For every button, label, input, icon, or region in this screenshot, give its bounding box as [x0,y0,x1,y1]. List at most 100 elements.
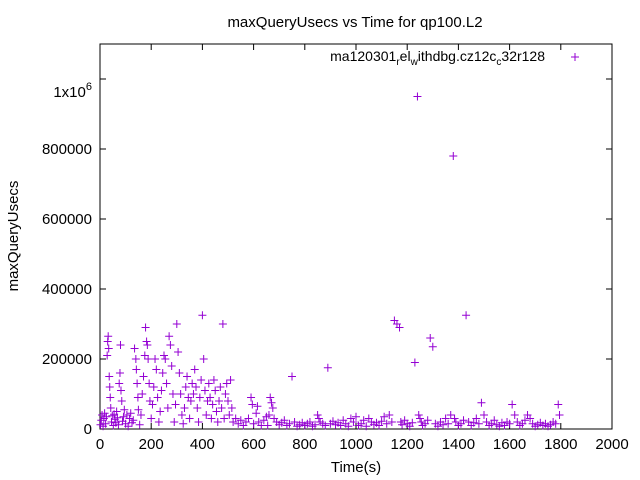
data-point [252,409,261,418]
data-point [450,414,459,423]
data-point [120,405,129,414]
data-point [433,422,442,431]
legend-marker [571,53,579,61]
data-point [398,420,407,429]
data-point [134,405,143,414]
data-point [158,369,167,377]
data-point [188,379,197,388]
plot-frame [99,43,613,430]
data-point [106,404,115,412]
chart-title: maxQueryUsecs vs Time for qp100.L2 [227,14,482,31]
data-point [138,390,147,398]
data-point [105,383,114,391]
data-point [414,411,423,419]
data-point [131,355,140,363]
data-point [192,383,200,391]
data-point [288,372,296,381]
data-point [200,386,209,395]
data-point [194,418,203,426]
data-point [505,419,514,428]
data-point [215,397,224,405]
data-point [290,418,299,426]
data-point [408,418,417,427]
data-point [117,397,126,405]
data-point [314,414,323,423]
data-point [520,416,529,425]
data-point [166,341,175,349]
data-point [115,379,124,388]
data-point [125,414,134,423]
data-point [104,332,113,341]
data-point [156,407,165,416]
data-point [179,419,188,428]
legend-label: ma120301relwithdbg.cz12cc32r128 [330,48,545,68]
data-point [220,414,229,423]
data-point [462,311,471,320]
data-point [105,372,114,381]
data-point [204,379,213,388]
data-point [380,412,389,421]
data-point [183,372,192,381]
data-point [130,344,139,353]
data-point [170,418,179,426]
data-point [510,411,519,419]
data-point [198,311,207,320]
data-point [209,376,218,384]
data-point [195,393,204,402]
data-point [248,400,257,409]
data-point [352,412,360,421]
data-point [226,376,235,384]
data-point [428,342,437,351]
data-point [231,414,240,423]
data-point [113,413,122,422]
data-point [236,416,245,425]
y-tick-label: 800000 [42,141,92,158]
data-point [143,341,152,349]
data-point [472,414,481,423]
data-point [221,390,230,398]
y-axis-top-tick-label: 1x106 [53,81,92,101]
data-point [106,393,115,402]
data-point [321,421,330,430]
data-point [112,407,121,416]
data-point [413,92,422,101]
data-point [459,416,468,425]
x-tick-label: 1200 [391,436,424,453]
data-point [247,393,256,402]
data-point [132,365,141,374]
data-point [224,397,232,405]
y-axis-label: maxQueryUsecs [5,181,22,292]
data-point [100,409,109,418]
data-point [387,418,396,426]
data-point [160,351,168,360]
data-point [144,355,153,363]
data-point [311,420,320,429]
data-point [202,411,211,419]
data-point [133,379,142,388]
data-point [207,414,216,423]
data-point [211,386,220,395]
data-point [199,355,208,363]
data-point [266,393,275,402]
data-point [147,414,156,423]
data-point [359,416,368,425]
data-point [165,332,174,341]
y-tick-label: 200000 [42,351,92,368]
data-point [305,418,314,426]
data-point [116,386,125,395]
data-point [267,398,276,407]
x-tick-label: 1400 [442,436,475,453]
data-point [197,376,206,384]
data-point [104,344,113,353]
data-point [101,419,110,428]
data-point [555,411,564,419]
data-point [140,351,149,360]
data-point [139,372,148,381]
data-point [444,419,453,428]
data-point [395,323,404,332]
data-point [382,419,391,428]
data-point [103,351,112,360]
data-point [168,390,177,398]
data-point [349,418,358,426]
data-point [181,383,190,391]
